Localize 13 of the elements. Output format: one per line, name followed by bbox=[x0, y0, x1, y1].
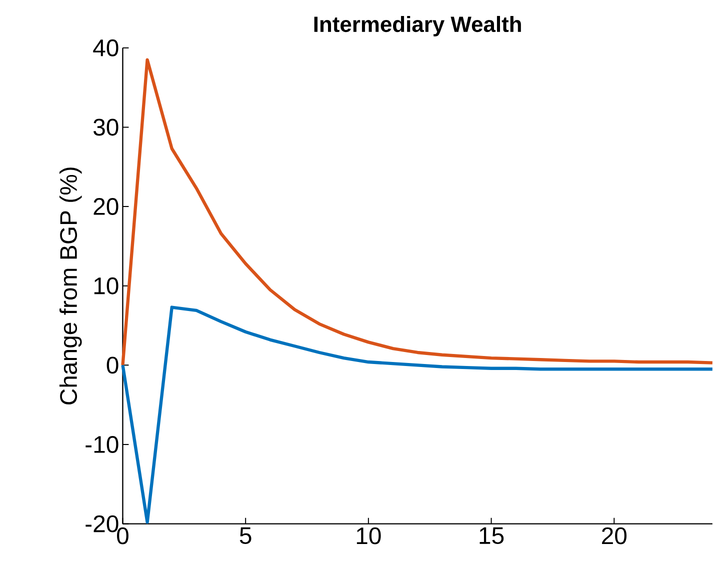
x-tick-label: 5 bbox=[240, 527, 252, 544]
x-tick-label: 10 bbox=[356, 527, 381, 544]
y-tick-label: 40 bbox=[93, 40, 118, 57]
y-tick-label: 10 bbox=[94, 278, 118, 294]
y-tick-label: 0 bbox=[106, 356, 118, 374]
y-tick-label: 20 bbox=[94, 198, 118, 216]
y-axis-title: Change from BGP (%) bbox=[59, 168, 82, 405]
x-tick-label: 20 bbox=[602, 527, 627, 544]
y-tick-label: -10 bbox=[86, 436, 118, 454]
x-tick-label: 15 bbox=[480, 527, 504, 544]
y-tick-label: -20 bbox=[86, 515, 118, 532]
y-tick-label: 30 bbox=[94, 118, 118, 136]
chart-title: Intermediary Wealth bbox=[314, 16, 521, 37]
